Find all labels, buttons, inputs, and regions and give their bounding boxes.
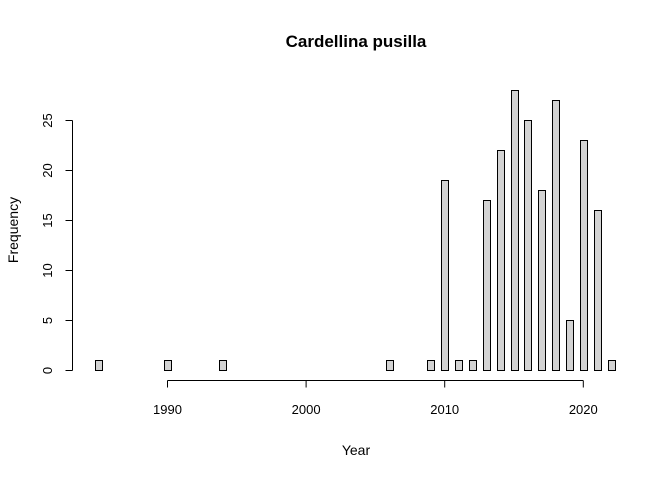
y-tick-label: 15 <box>40 213 55 227</box>
bar-2014 <box>497 150 505 371</box>
y-tick-label: 5 <box>40 317 55 324</box>
bar-2013 <box>483 200 491 371</box>
bars <box>95 90 616 371</box>
bar-2019 <box>566 320 574 371</box>
bar-2011 <box>455 360 463 371</box>
y-axis-label: Frequency <box>5 197 21 263</box>
bar-2010 <box>441 180 449 371</box>
bar-2022 <box>608 360 616 371</box>
x-tick-label: 2010 <box>430 402 459 417</box>
bar-2012 <box>469 360 477 371</box>
x-tick-label: 2020 <box>569 402 598 417</box>
bar-2018 <box>552 100 560 371</box>
bar-2015 <box>511 90 519 371</box>
bar-1985 <box>95 360 103 371</box>
bar-2006 <box>386 360 394 371</box>
y-tick-label: 10 <box>40 263 55 277</box>
bar-2009 <box>427 360 435 371</box>
bar-2016 <box>524 120 532 371</box>
y-axis: 0 5 10 15 20 25 <box>40 113 73 374</box>
x-tick-label: 2000 <box>292 402 321 417</box>
y-tick-label: 0 <box>40 367 55 374</box>
y-tick-label: 25 <box>40 113 55 127</box>
bar-1990 <box>164 360 172 371</box>
bar-1994 <box>219 360 227 371</box>
y-tick-label: 20 <box>40 163 55 177</box>
bar-2020 <box>580 140 588 371</box>
bar-2017 <box>538 190 546 371</box>
x-tick-label: 1990 <box>153 402 182 417</box>
chart-title: Cardellina pusilla <box>286 32 427 51</box>
bar-2021 <box>594 210 602 371</box>
x-axis-label: Year <box>342 442 371 458</box>
x-axis: 1990 2000 2010 2020 <box>153 380 598 417</box>
